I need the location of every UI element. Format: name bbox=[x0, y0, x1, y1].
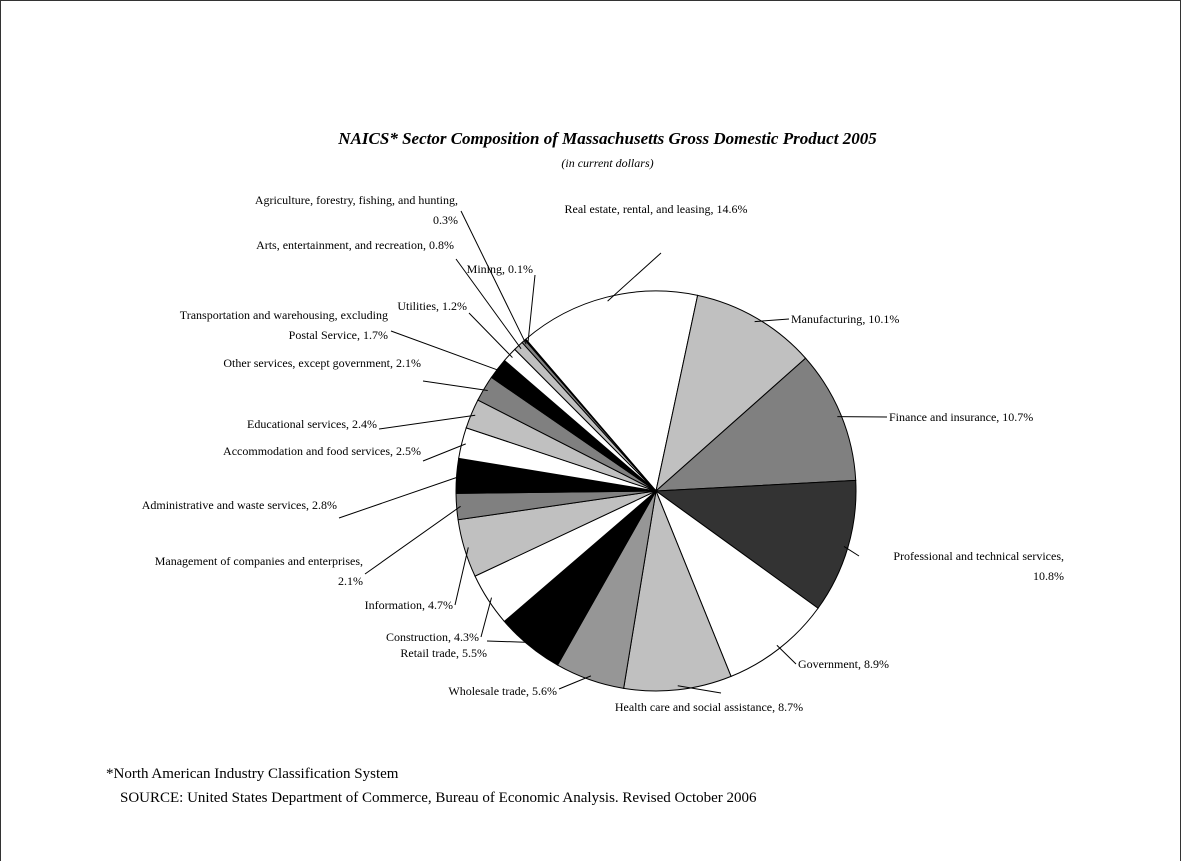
slice-label: Agriculture, forestry, fishing, and hunt… bbox=[238, 190, 458, 230]
category-label: Construction bbox=[386, 630, 448, 644]
leader-line bbox=[469, 313, 512, 358]
slice-label: Construction, 4.3% bbox=[279, 627, 479, 647]
slice-label: Management of companies and enterprises,… bbox=[143, 551, 363, 591]
category-label: Government bbox=[798, 657, 858, 671]
category-label: Manufacturing bbox=[791, 312, 862, 326]
slice-label: Other services, except government, 2.1% bbox=[221, 353, 421, 373]
value-label: 5.5% bbox=[462, 646, 487, 660]
category-label: Information bbox=[365, 598, 422, 612]
value-label: 10.8% bbox=[1033, 569, 1064, 583]
category-label: Accommodation and food services bbox=[223, 444, 390, 458]
value-label: 2.1% bbox=[338, 574, 363, 588]
category-label: Professional and technical services bbox=[893, 549, 1061, 563]
value-label: 0.8% bbox=[429, 238, 454, 252]
value-label: 8.7% bbox=[778, 700, 803, 714]
category-label: Educational services bbox=[247, 417, 346, 431]
source: SOURCE: United States Department of Comm… bbox=[120, 790, 757, 807]
category-label: Arts, entertainment, and recreation bbox=[256, 238, 423, 252]
value-label: 1.2% bbox=[442, 299, 467, 313]
leader-line bbox=[559, 676, 591, 689]
value-label: 0.1% bbox=[508, 262, 533, 276]
category-label: Health care and social assistance bbox=[615, 700, 772, 714]
value-label: 2.1% bbox=[396, 356, 421, 370]
value-label: 2.5% bbox=[396, 444, 421, 458]
slice-label: Arts, entertainment, and recreation, 0.8… bbox=[254, 235, 454, 255]
slice-label: Educational services, 2.4% bbox=[177, 414, 377, 434]
leader-line bbox=[423, 381, 488, 391]
category-label: Finance and insurance bbox=[889, 410, 996, 424]
slice-label: Government, 8.9% bbox=[798, 654, 998, 674]
value-label: 4.3% bbox=[454, 630, 479, 644]
slice-label: Professional and technical services, 10.… bbox=[864, 546, 1064, 586]
leader-line bbox=[481, 598, 492, 637]
slice-label: Wholesale trade, 5.6% bbox=[357, 681, 557, 701]
value-label: 2.8% bbox=[312, 498, 337, 512]
slice-label: Mining, 0.1% bbox=[333, 259, 533, 279]
value-label: 10.7% bbox=[1002, 410, 1033, 424]
value-label: 1.7% bbox=[363, 328, 388, 342]
category-label: Retail trade bbox=[400, 646, 456, 660]
category-label: Management of companies and enterprises bbox=[155, 554, 360, 568]
value-label: 14.6% bbox=[716, 202, 747, 216]
leader-line bbox=[777, 645, 796, 664]
category-label: Other services, except government bbox=[223, 356, 390, 370]
category-label: Mining bbox=[467, 262, 502, 276]
value-label: 4.7% bbox=[428, 598, 453, 612]
leader-line bbox=[379, 415, 475, 429]
value-label: 5.6% bbox=[532, 684, 557, 698]
slice-label: Manufacturing, 10.1% bbox=[791, 309, 991, 329]
slice-label: Health care and social assistance, 8.7% bbox=[599, 697, 819, 717]
value-label: 10.1% bbox=[868, 312, 899, 326]
category-label: Utilities bbox=[397, 299, 436, 313]
slice-label: Finance and insurance, 10.7% bbox=[889, 407, 1089, 427]
leader-line bbox=[455, 547, 468, 605]
slice-label: Information, 4.7% bbox=[253, 595, 453, 615]
slice-label: Real estate, rental, and leasing, 14.6% bbox=[556, 199, 756, 219]
leader-line bbox=[365, 506, 461, 574]
footnote: *North American Industry Classification … bbox=[106, 766, 398, 783]
slice-label: Utilities, 1.2% bbox=[267, 296, 467, 316]
slice-label: Administrative and waste services, 2.8% bbox=[117, 495, 337, 515]
value-label: 0.3% bbox=[433, 213, 458, 227]
category-label: Wholesale trade bbox=[448, 684, 526, 698]
leader-line bbox=[339, 476, 461, 518]
category-label: Administrative and waste services bbox=[142, 498, 306, 512]
category-label: Agriculture, forestry, fishing, and hunt… bbox=[255, 193, 455, 207]
value-label: 8.9% bbox=[864, 657, 889, 671]
category-label: Real estate, rental, and leasing bbox=[565, 202, 711, 216]
slice-label: Accommodation and food services, 2.5% bbox=[201, 441, 421, 461]
value-label: 2.4% bbox=[352, 417, 377, 431]
